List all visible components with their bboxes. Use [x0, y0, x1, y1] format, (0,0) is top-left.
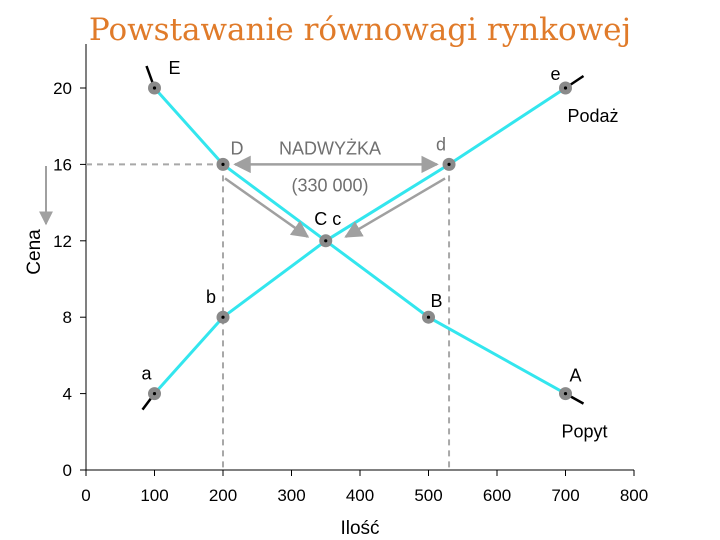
- x-tick-label: 200: [209, 486, 237, 505]
- demand-point-C-dot: [324, 239, 328, 243]
- y-axis-title: Cena: [24, 229, 45, 275]
- point-label-D: D: [231, 138, 244, 158]
- arrow-to-equilibrium-right: [344, 177, 446, 238]
- y-tick-label: 12: [53, 232, 72, 251]
- demand-point-A-dot: [563, 392, 568, 396]
- point-label-E: E: [169, 58, 181, 78]
- supply-curve: [153, 86, 567, 395]
- x-tick-label: 600: [483, 486, 511, 505]
- demand-curve: [153, 86, 567, 395]
- chart-title: Powstawanie równowagi rynkowej: [88, 12, 632, 48]
- x-tick-label: 800: [620, 486, 648, 505]
- supply-point-b-dot: [221, 315, 225, 319]
- point-label-e: e: [550, 64, 560, 84]
- demand-point-D-dot: [221, 162, 225, 166]
- demand-point-B-dot: [426, 315, 431, 319]
- point-label-a: a: [141, 364, 152, 384]
- supply-point-e-dot: [563, 86, 568, 90]
- equilibrium-label: C c: [314, 209, 341, 229]
- point-label-B: B: [430, 291, 442, 311]
- demand-series-label: Popyt: [562, 422, 608, 442]
- point-label-d: d: [436, 134, 446, 154]
- x-tick-label: 0: [81, 486, 90, 505]
- supply-point-a-dot: [152, 392, 157, 396]
- y-tick-label: 20: [53, 79, 72, 98]
- y-tick-label: 16: [53, 155, 72, 174]
- supply-series-label: Podaż: [568, 106, 619, 126]
- supply-point-d-dot: [447, 162, 451, 166]
- y-tick-label: 0: [63, 461, 72, 480]
- surplus-label: NADWYŻKA: [279, 138, 381, 158]
- x-tick-label: 100: [140, 486, 168, 505]
- demand-point-E-dot: [152, 86, 157, 90]
- x-tick-label: 500: [414, 486, 442, 505]
- arrow-to-equilibrium-left: [224, 177, 310, 238]
- x-tick-label: 300: [277, 486, 305, 505]
- x-tick-label: 400: [346, 486, 374, 505]
- surplus-value: (330 000): [291, 175, 368, 195]
- point-label-A: A: [569, 366, 581, 386]
- x-tick-label: 700: [551, 486, 579, 505]
- y-tick-label: 4: [63, 385, 72, 404]
- x-axis-title: Ilość: [340, 518, 379, 539]
- point-label-b: b: [206, 287, 216, 307]
- y-tick-label: 8: [63, 308, 72, 327]
